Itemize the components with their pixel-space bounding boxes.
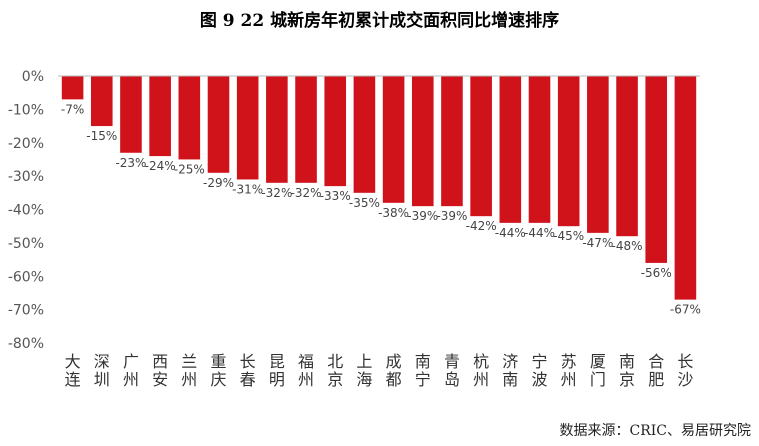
category-label: 成都 [386,352,402,389]
data-label: -24% [145,159,176,173]
data-label: -67% [670,303,701,317]
bar [470,76,492,217]
data-source-note: 数据来源：CRIC、易居研究院 [559,423,752,439]
data-label: -15% [86,129,117,143]
data-label: -44% [524,226,555,240]
y-tick-label: -40% [8,203,44,219]
data-label: -47% [582,236,613,250]
y-tick-label: -60% [8,269,44,285]
bar [353,76,376,193]
category-label: 昆明 [269,352,285,389]
bar [149,76,171,157]
bar [616,76,638,237]
category-label: 广州 [123,352,139,389]
data-label: -23% [115,156,146,170]
bar [324,76,347,187]
bar [557,76,580,227]
data-label: -33% [320,189,351,203]
data-label: -39% [407,209,438,223]
bar [674,76,697,300]
bar [236,76,259,180]
bar [178,76,201,160]
bar [441,76,463,207]
category-label: 兰州 [181,352,197,389]
category-label: 宁波 [531,352,547,389]
y-tick-label: -70% [8,303,44,319]
category-label: 北京 [327,352,343,389]
y-tick-label: -50% [8,236,44,252]
category-label: 济南 [502,352,518,389]
bar [61,76,84,100]
data-label: -32% [261,186,292,200]
data-label: -44% [495,226,526,240]
y-tick-label: -30% [8,169,44,185]
data-label: -56% [641,266,672,280]
data-label: -39% [436,209,467,223]
category-label: 南宁 [415,352,431,389]
category-label: 厦门 [590,352,606,389]
category-label: 大连 [65,352,81,389]
bar [295,76,317,183]
bar [266,76,288,183]
data-label: -38% [378,206,409,220]
data-label: -7% [61,102,84,116]
category-label: 西安 [152,352,168,389]
category-label: 长春 [240,352,256,389]
data-label: -29% [203,176,234,190]
data-label: -31% [232,182,263,196]
bar [382,76,405,203]
y-tick-label: 0% [22,69,44,85]
data-label: -45% [553,229,584,243]
data-label: -25% [174,162,205,176]
category-label: 苏州 [561,352,577,389]
bar [90,76,113,127]
category-label: 长沙 [677,352,693,389]
data-label: -32% [291,186,322,200]
y-tick-label: -80% [8,336,44,352]
category-label: 福州 [298,352,314,389]
chart-title: 图 9 22 城新房年初累计成交面积同比增速排序 [199,11,560,31]
bar [645,76,668,263]
bar [499,76,522,223]
data-label: -35% [349,196,380,210]
y-tick-label: -10% [8,102,44,118]
bar [528,76,551,223]
bar [120,76,142,153]
bar [411,76,434,207]
data-label: -42% [466,219,497,233]
category-label: 深圳 [94,352,110,389]
y-tick-label: -20% [8,136,44,152]
category-label: 南京 [619,352,635,389]
category-label: 青岛 [444,352,460,389]
data-label: -48% [612,239,643,253]
bar [207,76,230,173]
category-label: 重庆 [210,352,226,389]
category-label: 合肥 [648,352,664,389]
category-label: 杭州 [473,352,489,389]
bar [587,76,609,233]
category-label: 上海 [356,352,372,389]
